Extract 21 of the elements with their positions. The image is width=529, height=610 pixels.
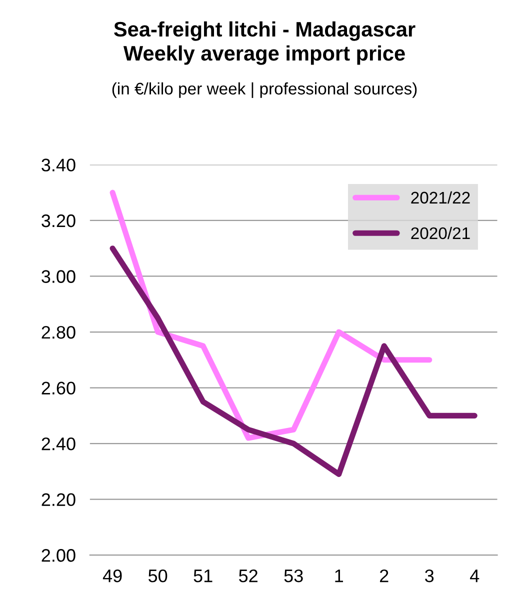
x-tick-label: 4 (470, 570, 480, 582)
x-tick-label: 53 (284, 569, 303, 582)
y-tick-label: 2.00 (42, 549, 76, 562)
y-tick-label: 2.60 (42, 382, 76, 395)
x-tick-label: 51 (194, 570, 212, 582)
chart-subtitle: (in €/kilo per week | professional sources) (112, 82, 417, 98)
x-tick-label: 50 (148, 569, 168, 582)
y-tick-label: 2.80 (42, 326, 76, 339)
chart-title: Sea-freight litchi - Madagascar Weekly average import price (114, 21, 416, 65)
legend-label: 2020/21 (411, 226, 470, 240)
y-tick-label: 2.20 (42, 493, 76, 506)
y-tick-label: 3.40 (42, 158, 76, 172)
legend-label: 2021/22 (411, 191, 470, 204)
x-tick-label: 52 (239, 569, 258, 582)
x-tick-label: 2 (380, 569, 388, 582)
y-tick-label: 3.00 (42, 270, 76, 283)
x-tick-label: 3 (425, 569, 434, 582)
x-tick-label: 1 (335, 570, 343, 582)
y-tick-label: 2.40 (42, 437, 76, 450)
y-tick-label: 3.20 (42, 214, 76, 228)
x-tick-label: 49 (102, 569, 122, 582)
